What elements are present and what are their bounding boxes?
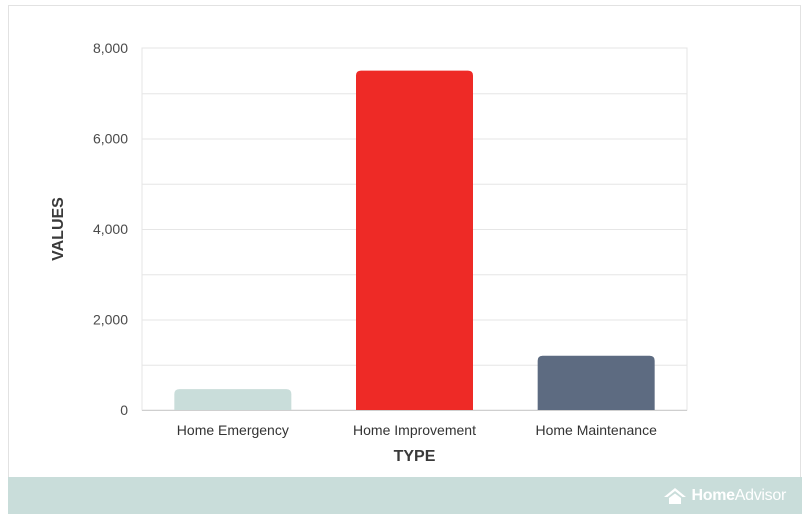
y-tick-label: 4,000 (93, 221, 128, 237)
x-tick-label: Home Maintenance (535, 422, 657, 438)
homeadvisor-logo: Home Advisor (663, 486, 786, 506)
y-tick-label: 6,000 (93, 131, 128, 147)
footer-band: Home Advisor (8, 477, 802, 514)
house-roof-icon (664, 488, 687, 504)
y-axis-title: VALUES (50, 197, 67, 261)
logo-text-bold: Home (691, 487, 735, 504)
bar (537, 355, 655, 410)
bar (174, 389, 292, 410)
x-tick-label: Home Emergency (177, 422, 289, 438)
y-tick-label: 8,000 (93, 40, 128, 56)
y-tick-label: 2,000 (93, 312, 128, 328)
bar-chart: 0 2,000 4,000 6,000 8,000 Home Emergency Home … (50, 40, 688, 465)
x-tick-label: Home Improvement (353, 422, 476, 438)
bar (356, 70, 473, 410)
x-axis-title: TYPE (394, 448, 436, 465)
logo-text-light: Advisor (734, 487, 787, 504)
y-tick-label: 0 (120, 402, 128, 418)
